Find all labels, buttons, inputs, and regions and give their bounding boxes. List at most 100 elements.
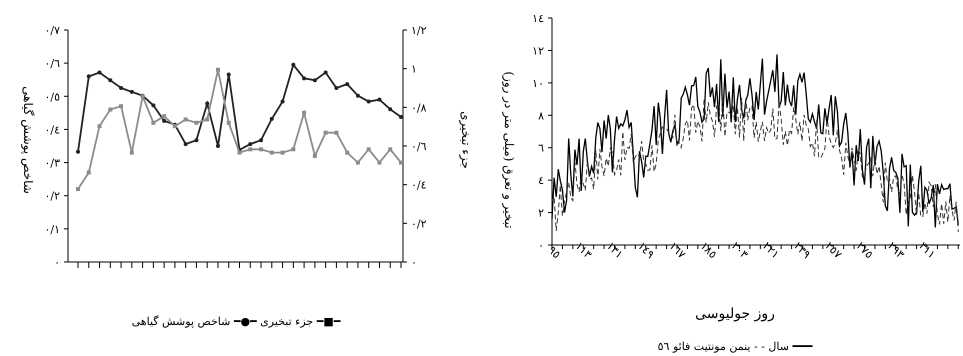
point-vegetation-index <box>183 117 188 122</box>
x-tick-label: ٣١١ <box>916 239 938 261</box>
x-tick-label: ٢٧٥ <box>854 239 876 261</box>
left-chart-y-left-label: شاخص پوشش گیاهی <box>21 86 35 194</box>
right-y-tick-label: ٠ <box>411 256 417 269</box>
y-tick-label: ١٤ <box>532 12 544 25</box>
x-tick-label: ٢٥٧ <box>823 239 845 261</box>
y-tick-label: ١٢ <box>532 44 544 57</box>
point-evaporative-fraction <box>108 78 113 83</box>
series-line-evaporative-fraction <box>77 62 402 152</box>
point-evaporative-fraction <box>280 99 285 104</box>
point-vegetation-index <box>345 150 350 155</box>
left-y-tick-label: ٠/٦ <box>44 57 60 70</box>
left-y-tick-label: ٠/٤ <box>44 123 60 136</box>
left-chart-y-right-label: جزء تبخیری <box>459 111 473 169</box>
point-evaporative-fraction <box>323 70 328 75</box>
left-y-tick-label: ٠/٢ <box>44 190 60 203</box>
point-vegetation-index <box>151 120 156 125</box>
point-vegetation-index <box>226 120 231 125</box>
point-evaporative-fraction <box>226 72 231 77</box>
x-tick-label: ٢٣٩ <box>791 239 813 261</box>
point-vegetation-index <box>388 147 393 152</box>
point-vegetation-index <box>355 160 360 165</box>
x-tick-label: ١٤٩ <box>635 239 657 261</box>
x-tick-label: ١١٣ <box>573 239 595 261</box>
point-evaporative-fraction <box>312 78 317 83</box>
point-evaporative-fraction <box>151 103 156 108</box>
point-evaporative-fraction <box>129 89 134 94</box>
left-chart: ٠٠/١٠/٢٠/٣٠/٤٠/٥٠/٦٠/٧٠٠/٢٠/٤٠/٦٠/٨١١/٢ … <box>21 24 473 328</box>
point-evaporative-fraction <box>194 138 199 143</box>
point-vegetation-index <box>377 160 382 165</box>
point-vegetation-index <box>291 147 296 152</box>
point-vegetation-index <box>108 107 113 112</box>
point-evaporative-fraction <box>119 86 124 90</box>
left-chart-legend: جزء تبخیری ━●━ شاخص پوشش گیاهی ━■━ <box>132 315 341 328</box>
point-vegetation-index <box>129 150 134 155</box>
point-evaporative-fraction <box>97 70 102 75</box>
point-evaporative-fraction <box>388 107 393 112</box>
point-vegetation-index <box>312 153 317 158</box>
x-tick-label: ٢٠٣ <box>729 239 751 261</box>
point-evaporative-fraction <box>205 101 210 106</box>
point-vegetation-index <box>194 120 199 125</box>
point-vegetation-index <box>366 147 371 152</box>
point-evaporative-fraction <box>162 118 167 123</box>
y-tick-label: ٤ <box>538 174 544 187</box>
right-chart-x-label: روز جولیوسی <box>695 306 775 322</box>
left-y-tick-label: ٠/٧ <box>44 24 60 37</box>
point-evaporative-fraction <box>291 62 296 67</box>
right-y-tick-label: ١ <box>411 63 417 76</box>
point-evaporative-fraction <box>399 115 403 119</box>
right-y-tick-label: ١/٢ <box>411 24 427 37</box>
point-vegetation-index <box>97 124 102 129</box>
point-evaporative-fraction <box>248 142 253 147</box>
point-vegetation-index <box>237 150 242 155</box>
y-tick-label: ١٠ <box>532 77 544 90</box>
point-vegetation-index <box>172 124 177 129</box>
point-vegetation-index <box>215 67 220 72</box>
left-y-tick-label: ٠/١ <box>44 223 60 236</box>
right-chart-legend: سال - - ینمن مونتیت فائو ٥٦ ━━━ <box>658 340 813 353</box>
point-vegetation-index <box>205 117 210 122</box>
right-y-tick-label: ٠/٢ <box>411 217 427 230</box>
right-y-tick-label: ٠/٨ <box>411 101 427 114</box>
point-evaporative-fraction <box>183 142 188 147</box>
series-line-year <box>551 96 959 233</box>
point-evaporative-fraction <box>345 82 350 87</box>
point-evaporative-fraction <box>377 97 382 102</box>
x-tick-label: ٢٩٣ <box>885 239 907 261</box>
y-tick-label: ٢ <box>538 207 544 220</box>
point-vegetation-index <box>119 104 124 109</box>
point-vegetation-index <box>323 130 328 135</box>
right-y-tick-label: ٠/٦ <box>411 140 427 153</box>
left-y-tick-label: ٠/٣ <box>44 157 60 170</box>
x-tick-label: ١٦٧ <box>666 239 688 261</box>
point-evaporative-fraction <box>269 116 274 121</box>
point-evaporative-fraction <box>86 74 91 79</box>
point-vegetation-index <box>86 170 91 175</box>
point-vegetation-index <box>302 110 307 115</box>
right-chart-series <box>551 54 959 233</box>
right-chart-y-label: تبخیر و تعرق (میلی متر در روز) <box>502 71 516 228</box>
point-vegetation-index <box>334 130 339 135</box>
y-tick-label: ٦ <box>538 142 544 155</box>
left-chart-series <box>76 62 403 192</box>
x-tick-label: ٢٢١ <box>760 239 782 261</box>
point-vegetation-index <box>248 147 253 152</box>
series-line-penman-monteith <box>551 54 959 228</box>
x-tick-label: ١٨٥ <box>698 239 720 261</box>
point-vegetation-index <box>259 147 264 152</box>
point-evaporative-fraction <box>334 86 339 90</box>
left-y-tick-label: ٠/٥ <box>44 90 60 103</box>
point-vegetation-index <box>269 150 274 155</box>
series-line-vegetation-index <box>77 69 402 190</box>
right-y-tick-label: ٠/٤ <box>411 179 427 192</box>
point-evaporative-fraction <box>76 149 80 154</box>
point-vegetation-index <box>76 187 80 192</box>
y-tick-label: ٠ <box>538 239 544 252</box>
point-vegetation-index <box>162 114 167 119</box>
left-y-tick-label: ٠ <box>54 256 60 269</box>
point-vegetation-index <box>140 94 145 99</box>
point-evaporative-fraction <box>302 76 307 81</box>
point-evaporative-fraction <box>259 138 264 143</box>
